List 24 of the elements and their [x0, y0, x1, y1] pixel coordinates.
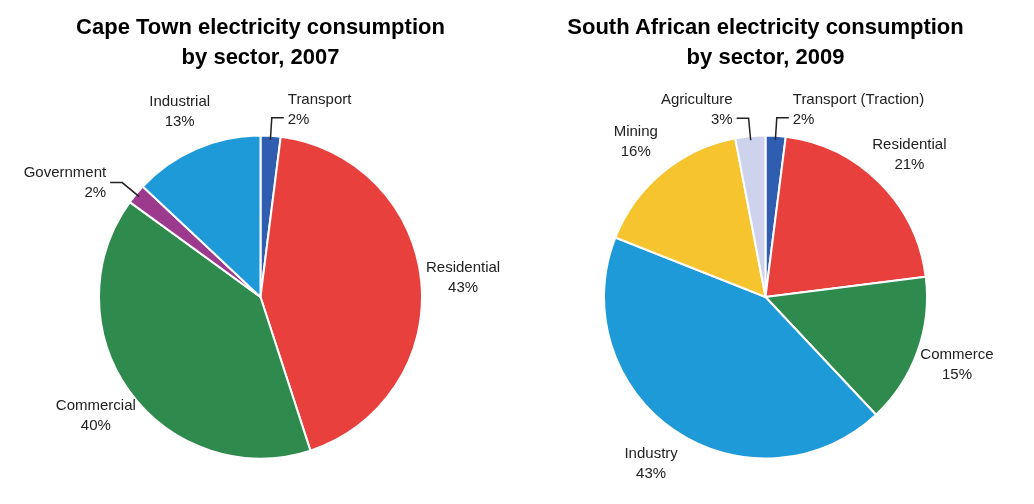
- slice-label: Residential: [872, 134, 947, 152]
- data-label: 21%: [894, 154, 925, 172]
- data-label: 2%: [792, 109, 815, 127]
- slice-label: Government: [23, 162, 108, 180]
- slice-label: Residential: [425, 258, 501, 276]
- slice-label: Mining: [613, 121, 658, 139]
- data-label: 2%: [84, 182, 107, 200]
- data-label: 2%: [287, 109, 310, 127]
- data-label: 16%: [620, 141, 651, 159]
- data-label: 15%: [941, 365, 972, 383]
- data-label: 40%: [80, 415, 111, 433]
- data-label: 43%: [636, 463, 667, 481]
- slice-label: Industry: [624, 443, 679, 461]
- data-label: 3%: [710, 110, 733, 128]
- data-label: 13%: [164, 112, 195, 130]
- chart-title: Cape Town electricity consumption by sector, 2007: [75, 13, 446, 71]
- slice-label: Transport (Traction): [792, 89, 925, 107]
- slice-label: Agriculture: [660, 90, 733, 108]
- slice-label: Commerce: [920, 345, 994, 363]
- slice-label: Transport: [287, 89, 353, 107]
- slice-label: Commercial: [55, 395, 136, 413]
- data-label: 43%: [448, 278, 479, 296]
- chart-title: South African electricity consumption by sector, 2009: [566, 13, 965, 71]
- slice-label: Industrial: [149, 92, 211, 110]
